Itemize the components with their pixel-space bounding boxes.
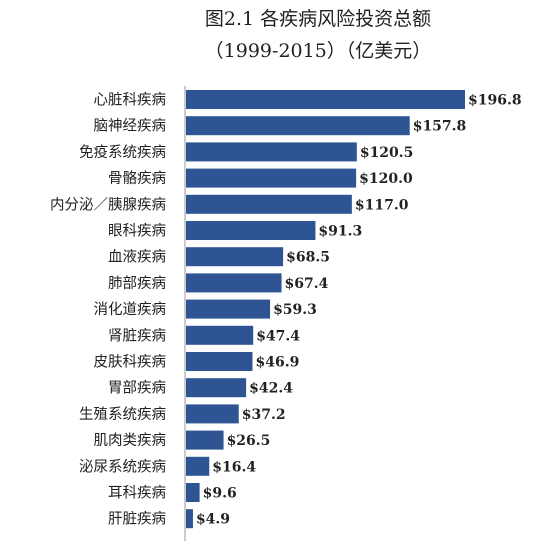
bar (186, 299, 271, 319)
category-label: 免疫系统疾病 (79, 144, 166, 161)
data-label: $16.4 (212, 459, 256, 475)
data-label: $46.9 (255, 355, 299, 371)
category-label: 消化道疾病 (94, 301, 167, 318)
data-label: $68.5 (286, 250, 330, 266)
data-label: $59.3 (273, 302, 317, 318)
data-label: $37.2 (242, 407, 286, 423)
category-label: 内分泌／胰腺疾病 (50, 196, 166, 213)
bar (186, 378, 247, 398)
data-label: $120.0 (359, 171, 413, 187)
category-label: 眼科疾病 (108, 223, 166, 240)
bar (186, 142, 357, 162)
category-label: 脑神经疾病 (94, 118, 167, 135)
category-label: 骨骼疾病 (108, 170, 166, 187)
data-label: $67.4 (285, 276, 329, 292)
bar (186, 509, 193, 529)
category-label: 肝脏疾病 (108, 511, 166, 528)
category-label: 胃部疾病 (108, 380, 166, 397)
bar (186, 194, 352, 214)
bars-group: 心脏科疾病 $196.8 脑神经疾病 $157.8 免疫系统疾病 $120.5 骨骼疾病 $1… (50, 90, 522, 529)
bar (186, 483, 200, 502)
bar (186, 221, 316, 240)
bar (186, 116, 410, 136)
data-label: $42.4 (249, 381, 293, 397)
bar (186, 325, 254, 345)
category-label: 肺部疾病 (108, 275, 166, 292)
chart-subtitle: （1999-2015）（亿美元） (205, 40, 432, 62)
category-label: 心脏科疾病 (94, 92, 167, 109)
category-label: 耳科疾病 (108, 485, 166, 502)
data-label: $26.5 (227, 433, 271, 449)
bar (186, 430, 224, 450)
category-label: 生殖系统疾病 (79, 406, 166, 423)
bar (186, 90, 465, 109)
data-label: $120.5 (360, 145, 414, 161)
category-label: 皮肤科疾病 (94, 354, 167, 371)
bar (186, 273, 282, 293)
data-label: $47.4 (256, 328, 300, 344)
data-label: $4.9 (196, 512, 230, 528)
category-label: 泌尿系统疾病 (79, 458, 166, 475)
category-label: 肾脏疾病 (108, 327, 166, 344)
data-label: $117.0 (355, 197, 409, 213)
category-label: 肌肉类疾病 (94, 432, 167, 449)
data-label: $9.6 (203, 486, 237, 502)
data-label: $157.8 (413, 119, 467, 135)
bar (186, 456, 210, 476)
bar (186, 247, 284, 267)
bar (186, 352, 253, 371)
bar (186, 168, 357, 188)
category-label: 血液疾病 (108, 249, 166, 266)
chart-title: 图2.1 各疾病风险投资总额 (205, 8, 431, 30)
data-label: $91.3 (318, 224, 362, 240)
data-label: $196.8 (468, 93, 522, 109)
bar (186, 404, 239, 424)
